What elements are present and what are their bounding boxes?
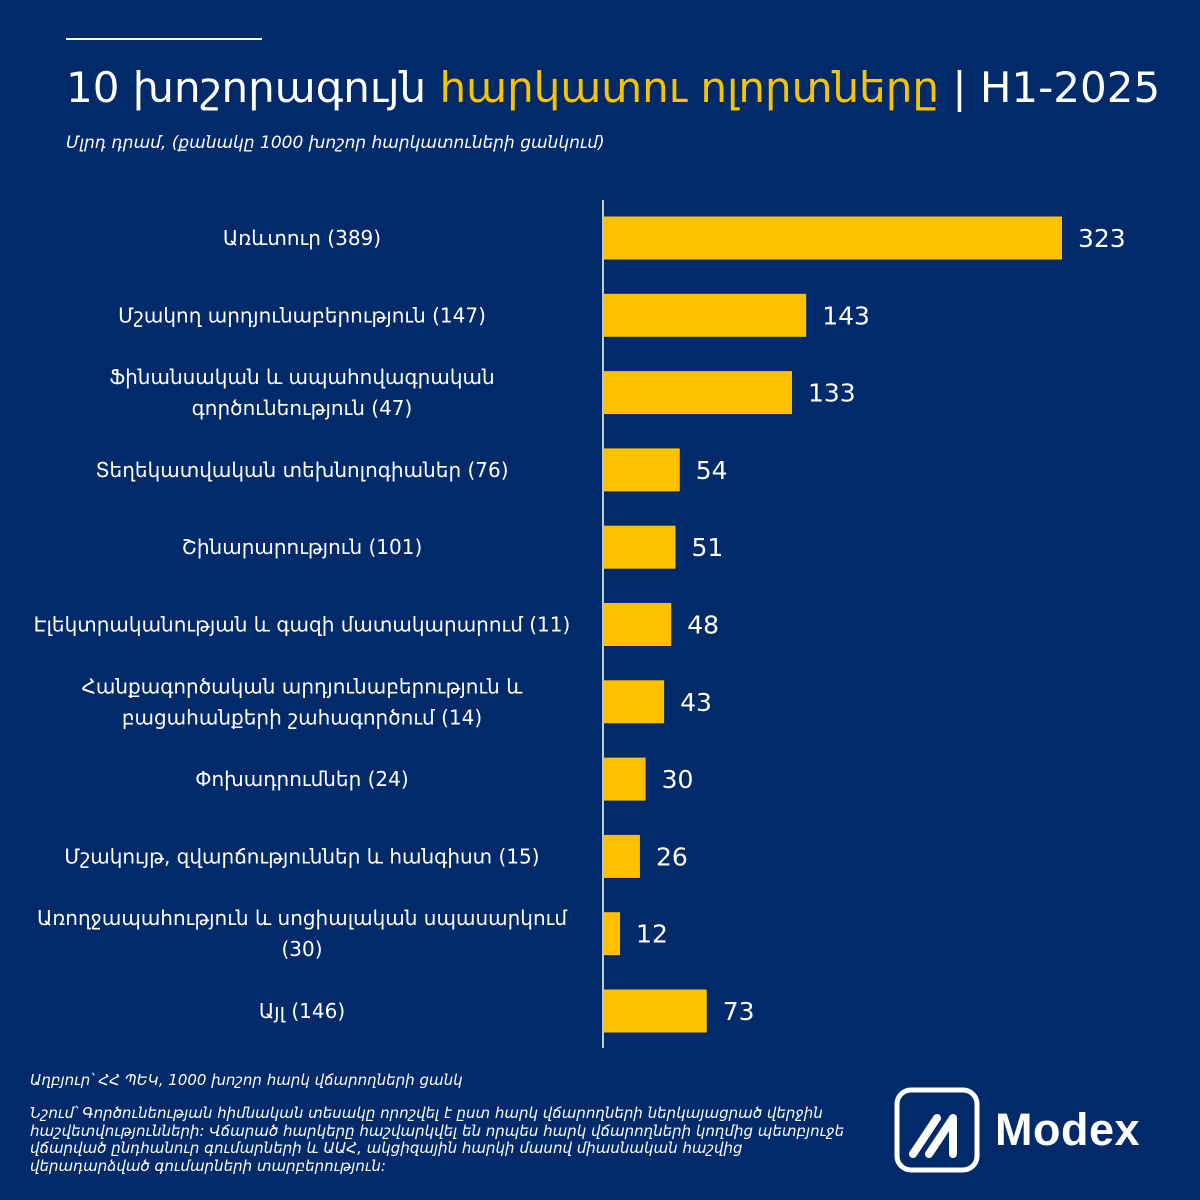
- data-label: 54: [696, 456, 728, 485]
- category-label: Փոխադրումներ (24): [195, 767, 408, 791]
- chart-subtitle: Մլրդ դրամ, (քանակը 1000 խոշոր հարկատունե…: [66, 133, 605, 153]
- methodology-note: Նշում՝ Գործունեության հիմնական տեսակը որ…: [30, 1104, 845, 1175]
- page-title: 10 խոշորագույն հարկատու ոլորտները | H1-2…: [66, 58, 1176, 118]
- category-label: Էլեկտրականության և գազի մատակարարում (11…: [34, 613, 571, 637]
- bar-chart: 323 Առևտուր (389) 143 Մշակող արդյունաբերութ…: [34, 200, 1126, 1048]
- title-highlight: հարկատու ոլորտները: [439, 63, 939, 112]
- bar: [603, 603, 672, 646]
- bar: [603, 680, 665, 724]
- category-label: Առողջապահություն և սոցիալական սպասարկում…: [37, 906, 567, 961]
- category-label: Առևտուր (389): [223, 226, 381, 250]
- modex-logo-icon: [894, 1087, 980, 1173]
- data-label: 143: [822, 301, 870, 330]
- category-label: Հանքագործական արդյունաբերություն և բացահա…: [82, 674, 524, 729]
- category-label: Ֆինանսական և ապահովագրական գործունեությու…: [109, 365, 494, 420]
- title-rule: [66, 38, 262, 40]
- title-part2: | H1-2025: [952, 63, 1161, 112]
- data-label: 26: [656, 842, 688, 871]
- source-note: Աղբյուր՝ ՀՀ ՊԵԿ, 1000 խոշոր հարկ վճարողն…: [30, 1071, 463, 1089]
- bar: [603, 448, 680, 492]
- data-label: 73: [723, 997, 755, 1026]
- bar: [603, 912, 621, 956]
- logo-text: Modex: [995, 1104, 1141, 1155]
- data-label: 12: [636, 920, 668, 949]
- data-label: 43: [680, 688, 712, 717]
- bar: [603, 757, 646, 801]
- category-label: Այլ (146): [259, 999, 345, 1023]
- category-label: Մշակող արդյունաբերություն (147): [118, 303, 486, 327]
- bar: [603, 525, 676, 569]
- bar: [603, 989, 707, 1033]
- category-label: Մշակույթ, զվարճություններ և հանգիստ (15): [64, 844, 539, 868]
- bar: [603, 293, 807, 337]
- data-label: 51: [691, 533, 723, 562]
- bar: [603, 371, 792, 415]
- title-part1: 10 խոշորագույն: [66, 63, 427, 112]
- data-label: 30: [662, 765, 694, 794]
- data-label: 133: [808, 379, 856, 408]
- modex-logo: Modex: [893, 1086, 1140, 1174]
- category-label: Շինարարություն (101): [182, 535, 423, 559]
- data-label: 48: [687, 611, 719, 640]
- bar: [603, 216, 1062, 260]
- category-label: Տեղեկատվական տեխնոլոգիաներ (76): [95, 458, 508, 482]
- data-label: 323: [1078, 224, 1126, 253]
- bar: [603, 834, 640, 878]
